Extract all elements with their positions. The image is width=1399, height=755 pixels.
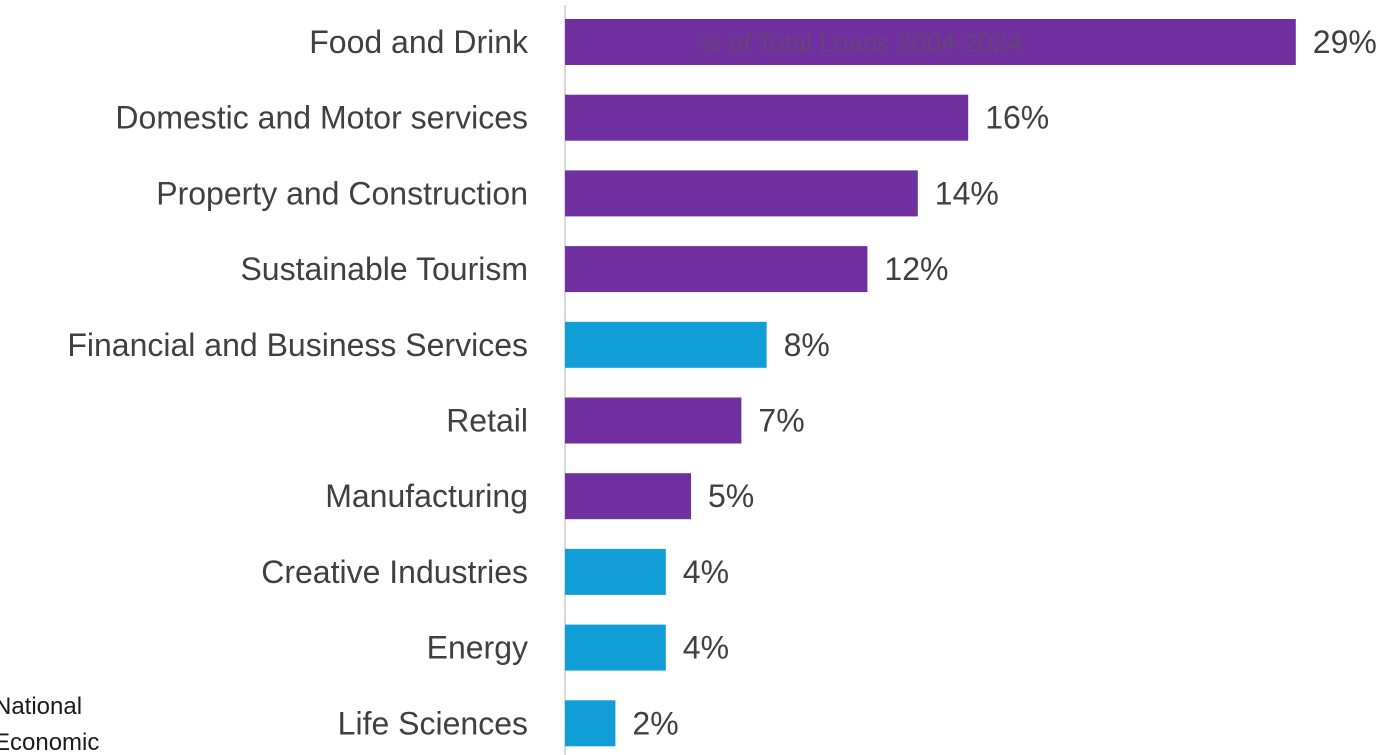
data-label-1: 16% [985,100,1049,136]
category-label-9: Life Sciences [338,705,528,741]
data-label-0: 29% [1313,24,1377,60]
data-label-2: 14% [935,175,999,211]
category-label-6: Manufacturing [325,478,528,514]
data-label-6: 5% [708,478,754,514]
bars-group [565,19,1296,747]
side-text-line-1: National [0,693,82,720]
bar-4 [565,321,767,368]
data-label-3: 12% [884,251,948,287]
bar-1 [565,94,969,141]
bar-2 [565,170,918,217]
category-label-8: Energy [427,630,528,666]
category-label-7: Creative Industries [261,554,528,590]
side-text-line-2: Economic [0,729,99,755]
category-label-5: Retail [446,403,528,439]
bar-7 [565,548,666,595]
bar-3 [565,246,868,293]
category-labels-group: Food and Drink Domestic and Motor service… [67,24,529,741]
chart-title: % of Total Loans 2004-2024 [698,28,1021,58]
bar-8 [565,624,666,671]
data-labels-group: 29% 16% 14% 12% 8% 7% 5% 4% 4% 2% [632,24,1376,741]
category-label-0: Food and Drink [309,24,529,60]
data-label-9: 2% [632,705,678,741]
category-label-3: Sustainable Tourism [240,251,528,287]
data-label-7: 4% [683,554,729,590]
bar-6 [565,473,691,520]
category-label-4: Financial and Business Services [67,327,528,363]
data-label-8: 4% [683,630,729,666]
bar-5 [565,397,742,444]
data-label-4: 8% [784,327,830,363]
bar-9 [565,700,616,747]
data-label-5: 7% [758,403,804,439]
bar-0 [565,19,1296,65]
category-label-2: Property and Construction [156,175,528,211]
category-label-1: Domestic and Motor services [115,100,528,136]
